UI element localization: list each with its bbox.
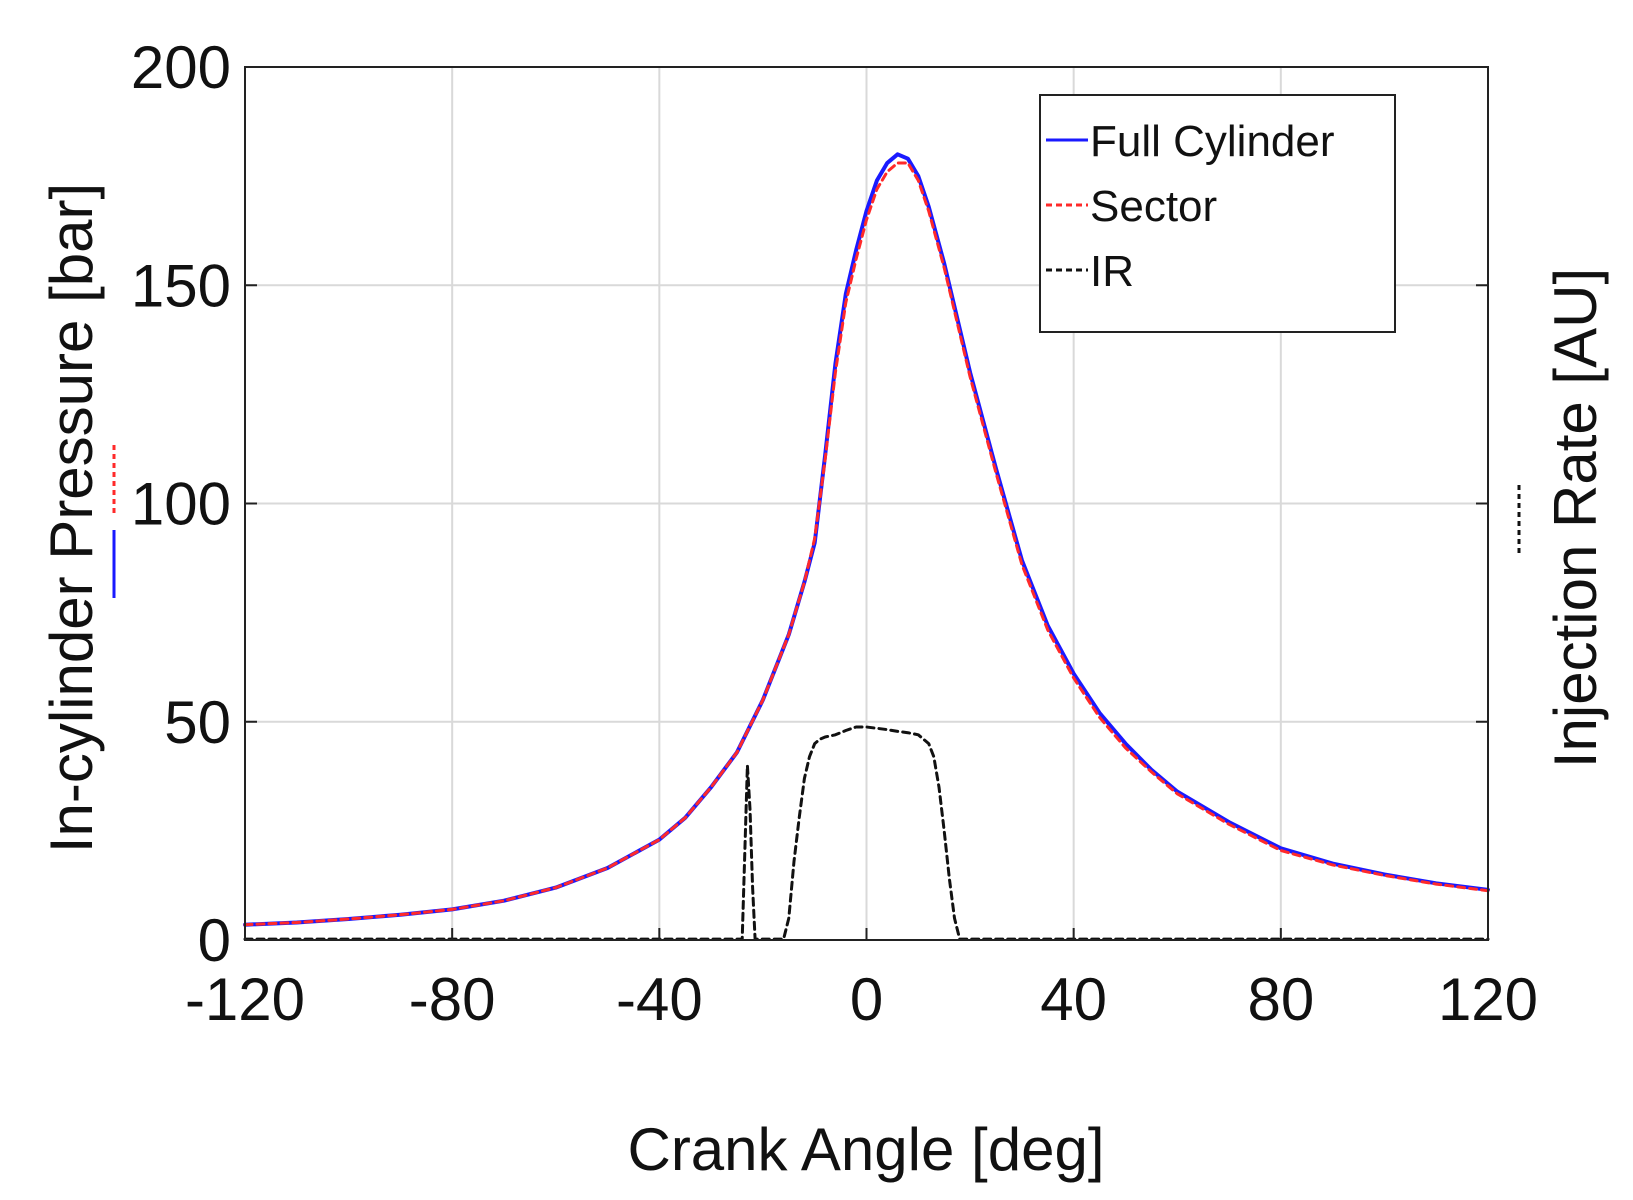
y-tick-label: 50: [164, 689, 231, 756]
y2-axis-title: Injection Rate [AU]: [1542, 268, 1609, 768]
series-line-sector: [243, 161, 1490, 927]
x-tick-label: 40: [1040, 966, 1107, 1033]
x-tick-label: -40: [616, 966, 703, 1033]
legend: Full Cylinder Sector IR: [1039, 94, 1396, 333]
legend-entry-ir: IR: [1046, 247, 1134, 296]
x-tick-label: -120: [185, 966, 305, 1033]
tick-layer: -120 -80 -40 0 40 80 120 0 50 100 150 200: [131, 34, 1538, 1033]
series-line-full-cylinder: [243, 152, 1490, 927]
series-layer: [243, 152, 1490, 941]
x-tick-label: 0: [850, 966, 883, 1033]
x-tick-label: -80: [409, 966, 496, 1033]
legend-box: [1039, 94, 1396, 333]
y-tick-label: 100: [131, 471, 231, 538]
legend-label-sector: Sector: [1090, 182, 1217, 231]
legend-entry-full-cylinder: Full Cylinder: [1046, 117, 1335, 166]
legend-entry-sector: Sector: [1046, 182, 1217, 231]
y-tick-label: 150: [131, 252, 231, 319]
x-tick-label: 120: [1438, 966, 1538, 1033]
y-axis-title: In-cylinder Pressure [bar]: [38, 183, 105, 853]
y-tick-label: 200: [131, 34, 231, 101]
x-axis-title: Crank Angle [deg]: [628, 1116, 1105, 1183]
y-tick-label: 0: [198, 907, 231, 974]
legend-label-full-cylinder: Full Cylinder: [1090, 117, 1335, 166]
x-tick-label: 80: [1247, 966, 1314, 1033]
legend-label-ir: IR: [1090, 247, 1134, 296]
series-line-ir: [243, 725, 1490, 941]
